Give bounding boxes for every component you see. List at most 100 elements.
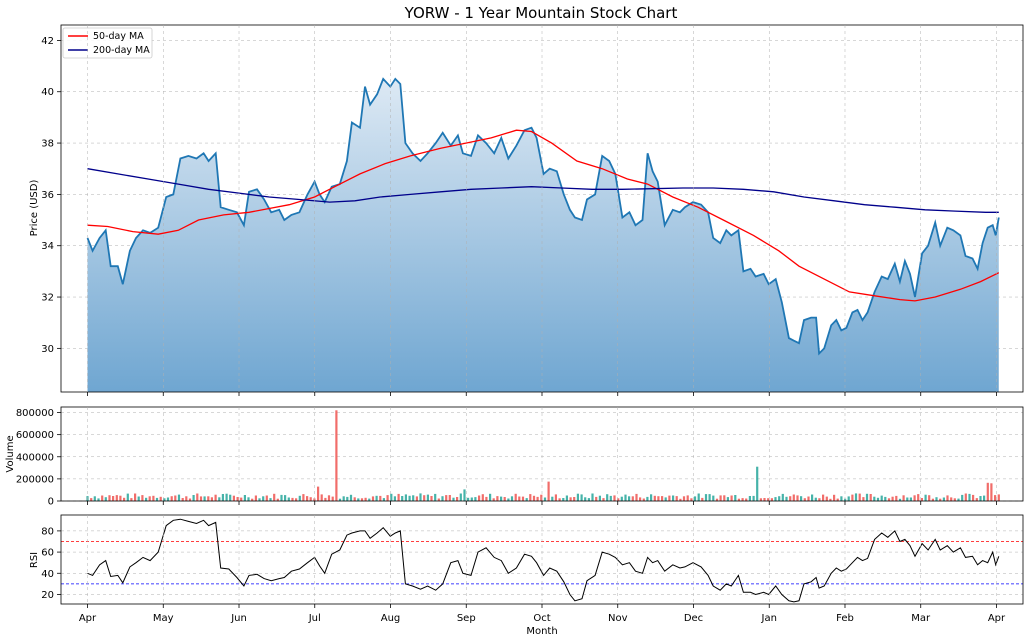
volume-bar bbox=[243, 495, 246, 501]
volume-bar bbox=[199, 496, 203, 501]
volume-bar bbox=[924, 494, 927, 501]
x-tick-label: Dec bbox=[684, 613, 703, 624]
volume-bar bbox=[726, 497, 729, 501]
volume-bar bbox=[302, 494, 305, 501]
volume-bar bbox=[858, 493, 861, 501]
volume-bar bbox=[752, 495, 755, 501]
volume-bar bbox=[686, 495, 689, 501]
volume-bar bbox=[697, 493, 700, 501]
volume-bar bbox=[529, 494, 532, 501]
rsi-tick-label: 60 bbox=[41, 548, 54, 559]
volume-bar bbox=[558, 498, 561, 501]
volume-bar bbox=[115, 495, 118, 501]
volume-bar bbox=[170, 496, 173, 501]
volume-bar bbox=[606, 494, 609, 501]
volume-bar bbox=[565, 495, 568, 501]
volume-bar bbox=[972, 494, 975, 501]
volume-bar bbox=[397, 493, 400, 501]
volume-bar bbox=[492, 498, 495, 501]
volume-bar bbox=[137, 496, 140, 501]
volume-bar bbox=[796, 495, 799, 501]
volume-bar bbox=[386, 495, 389, 501]
volume-bar bbox=[503, 497, 506, 501]
volume-bar bbox=[869, 494, 872, 501]
volume-bar bbox=[920, 498, 923, 501]
volume-bar bbox=[265, 495, 268, 501]
x-tick-label: Jul bbox=[308, 613, 321, 624]
volume-panel: 0 200000 400000 600000 800000 Volume bbox=[5, 406, 1024, 508]
x-tick-label: Aug bbox=[381, 613, 401, 624]
volume-bar bbox=[833, 494, 836, 501]
price-tick-label: 40 bbox=[41, 87, 54, 98]
volume-bar bbox=[203, 496, 206, 501]
volume-bar bbox=[273, 493, 276, 501]
volume-bar bbox=[781, 493, 784, 501]
price-tick-label: 38 bbox=[41, 139, 54, 150]
volume-bar bbox=[240, 497, 243, 501]
volume-bar bbox=[551, 496, 554, 501]
volume-tick-label: 0 bbox=[48, 497, 54, 508]
x-tick-label: Jan bbox=[761, 613, 777, 624]
x-tick-label: Feb bbox=[836, 613, 854, 624]
volume-bar bbox=[580, 494, 583, 501]
volume-bar bbox=[822, 494, 825, 501]
ma200-line bbox=[87, 168, 999, 213]
volume-bar bbox=[393, 496, 396, 501]
volume-bar bbox=[997, 494, 1000, 501]
volume-bar bbox=[342, 496, 345, 501]
volume-bar bbox=[675, 496, 678, 501]
volume-bar bbox=[298, 495, 301, 501]
volume-bar bbox=[368, 498, 371, 501]
volume-bar bbox=[177, 494, 181, 501]
volume-bar bbox=[382, 498, 385, 501]
volume-bar bbox=[126, 493, 129, 501]
volume-bar bbox=[587, 498, 590, 501]
volume-bar bbox=[690, 498, 693, 501]
volume-bar bbox=[789, 496, 792, 501]
volume-tick-label: 200000 bbox=[16, 474, 54, 485]
volume-bar bbox=[734, 495, 737, 501]
x-axis-ticks: Apr May Jun Jul Aug Sep Oct Nov Dec Jan Feb Mar Apr bbox=[79, 25, 1006, 624]
x-tick-label: Jun bbox=[230, 613, 247, 624]
volume-bar bbox=[653, 495, 656, 501]
volume-tick-label: 600000 bbox=[16, 430, 54, 441]
volume-bar bbox=[825, 496, 828, 501]
volume-bar bbox=[613, 495, 616, 501]
volume-bar bbox=[964, 493, 967, 501]
legend: 50-day MA 200-day MA bbox=[62, 27, 153, 59]
volume-bar bbox=[917, 494, 920, 501]
volume-bar bbox=[327, 495, 331, 501]
volume-bar bbox=[975, 498, 978, 501]
volume-bar bbox=[280, 494, 283, 501]
ma50-line bbox=[87, 129, 1000, 302]
volume-bar bbox=[668, 495, 671, 501]
volume-bar bbox=[525, 498, 528, 501]
volume-bar bbox=[185, 496, 188, 501]
volume-bar bbox=[357, 498, 360, 501]
volume-bar bbox=[514, 493, 517, 501]
volume-bar bbox=[130, 498, 133, 501]
volume-bar bbox=[496, 496, 499, 501]
volume-bar bbox=[101, 495, 104, 501]
volume-bar bbox=[349, 494, 353, 501]
volume-bar bbox=[97, 498, 100, 501]
volume-bar bbox=[909, 497, 912, 501]
volume-bar bbox=[309, 497, 312, 501]
volume-bar bbox=[474, 497, 477, 501]
x-tick-label: Mar bbox=[911, 613, 931, 624]
volume-bar bbox=[258, 498, 261, 501]
volume-bar bbox=[152, 495, 155, 501]
volume-bar bbox=[887, 498, 891, 501]
volume-bar bbox=[448, 495, 451, 501]
volume-bar bbox=[719, 495, 722, 501]
volume-bar bbox=[426, 494, 429, 501]
volume-bar bbox=[287, 497, 290, 501]
volume-bar bbox=[639, 497, 642, 501]
volume-bar bbox=[134, 493, 137, 501]
volume-bar bbox=[415, 496, 418, 501]
volume-bar bbox=[353, 497, 356, 501]
volume-tick-label: 800000 bbox=[16, 408, 54, 419]
volume-bar bbox=[609, 495, 612, 501]
x-axis-label: Month bbox=[526, 626, 557, 637]
volume-bar bbox=[895, 495, 898, 501]
